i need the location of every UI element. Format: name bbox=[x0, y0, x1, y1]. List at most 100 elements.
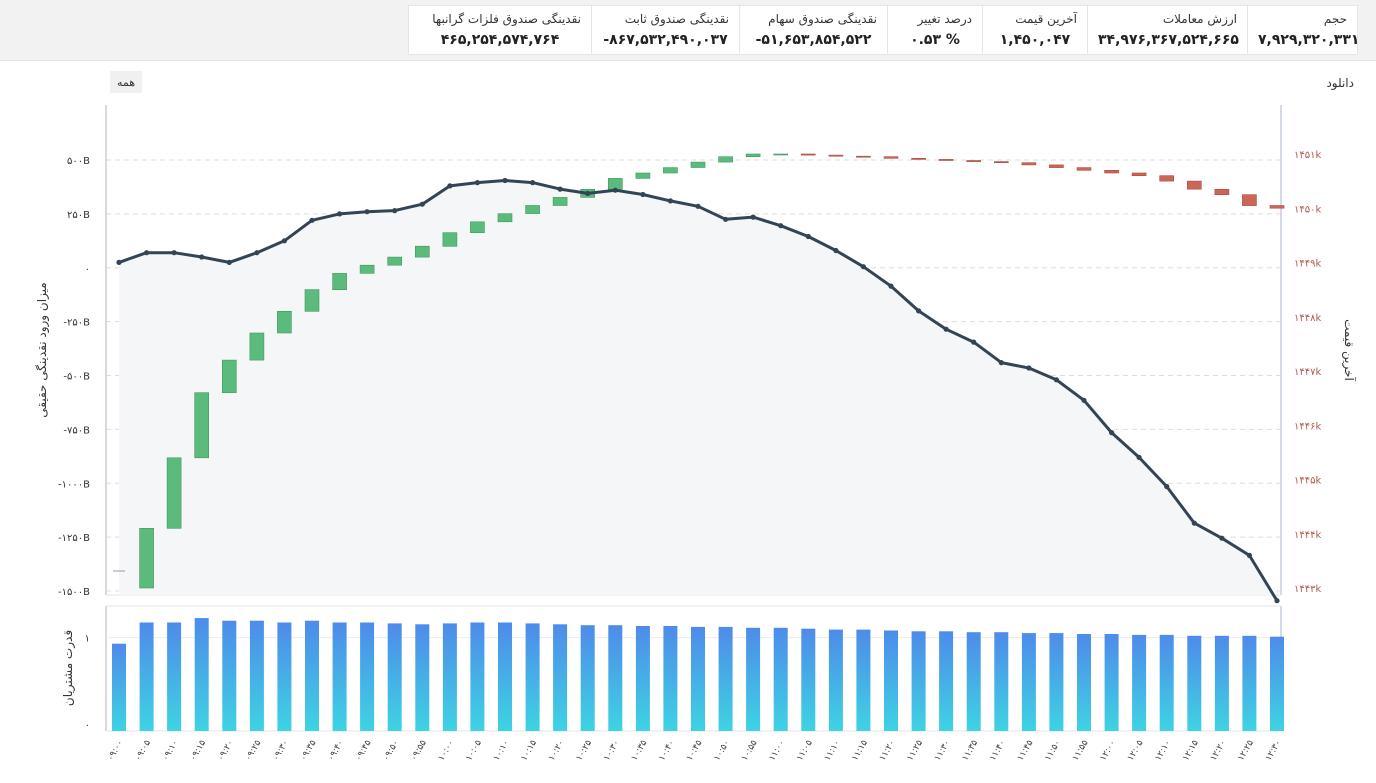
buyer-power-bar bbox=[387, 623, 402, 731]
buyer-power-bar bbox=[1187, 635, 1202, 731]
left-tick-label: ۵۰۰B bbox=[67, 156, 90, 167]
buyer-power-bar bbox=[911, 631, 926, 731]
bp-axis-title: قدرت مشتریان bbox=[61, 630, 76, 706]
buyer-power-bar bbox=[884, 630, 898, 731]
buyer-power-bar bbox=[608, 625, 623, 731]
x-tick-label: ۱۰:۰۰ bbox=[437, 739, 457, 763]
liquidity-point bbox=[971, 339, 977, 345]
x-tick-label: ۰۹:۴۰ bbox=[326, 739, 346, 763]
right-tick-label: ۱۴۴۵k bbox=[1294, 476, 1321, 487]
buyer-power-bar bbox=[249, 620, 264, 731]
stat-label: آخرین قیمت bbox=[1015, 12, 1077, 26]
left-tick-label: ۲۵۰B bbox=[67, 210, 90, 221]
x-tick-label: ۱۰:۱۵ bbox=[519, 738, 539, 763]
download-link[interactable]: دانلود bbox=[1326, 76, 1354, 90]
x-tick-label: ۱۲:۳۰ bbox=[1264, 739, 1284, 763]
buyer-power-bar bbox=[635, 626, 650, 731]
right-tick-label: ۱۴۴۹k bbox=[1294, 259, 1321, 270]
price-candle bbox=[1214, 189, 1230, 196]
stat-value: ۳۴,۹۷۶,۳۶۷,۵۲۴,۶۶۵ bbox=[1098, 32, 1239, 48]
price-candle bbox=[745, 153, 761, 158]
liquidity-point bbox=[502, 177, 508, 184]
buyer-power-bar bbox=[966, 632, 981, 731]
liquidity-point bbox=[1053, 377, 1059, 383]
liquidity-point bbox=[860, 264, 867, 270]
x-tick-label: ۱۰:۵۰ bbox=[712, 739, 732, 763]
x-tick-label: ۰۹:۲۵ bbox=[244, 738, 264, 763]
stat-value: -۸۶۷,۵۳۲,۴۹۰,۰۳۷ bbox=[603, 32, 728, 48]
x-tick-label: ۱۱:۳۵ bbox=[960, 738, 980, 763]
liquidity-point bbox=[281, 238, 287, 244]
x-tick-label: ۰۹:۴۵ bbox=[354, 738, 374, 763]
buyer-power-bar bbox=[1049, 633, 1064, 731]
x-tick-label: ۱۱:۵۰ bbox=[1043, 739, 1063, 763]
x-tick-label: ۱۰:۵۵ bbox=[740, 738, 760, 763]
liquidity-point bbox=[667, 198, 674, 204]
left-tick-label: -۵۰۰B bbox=[63, 372, 90, 383]
liquidity-area bbox=[119, 180, 1277, 601]
range-all-button[interactable]: همه bbox=[110, 71, 142, 93]
x-tick-label: ۱۲:۲۵ bbox=[1236, 738, 1256, 763]
liquidity-point bbox=[171, 250, 177, 256]
x-tick-label: ۱۰:۳۵ bbox=[630, 738, 650, 763]
price-candle bbox=[470, 221, 485, 234]
x-tick-label: ۰۹:۳۰ bbox=[271, 739, 291, 763]
price-candle bbox=[139, 527, 154, 589]
x-tick-label: ۱۱:۲۰ bbox=[878, 739, 898, 763]
buyer-power-bar bbox=[1270, 636, 1284, 731]
x-tick-label: ۰۹:۳۵ bbox=[299, 738, 319, 763]
buyer-power-bar bbox=[1077, 634, 1091, 731]
buyer-power-bar bbox=[305, 620, 319, 731]
price-candle bbox=[497, 213, 513, 223]
x-tick-label: ۱۰:۳۰ bbox=[602, 739, 622, 763]
liquidity-point bbox=[1274, 598, 1280, 604]
x-tick-label: ۱۱:۱۰ bbox=[823, 739, 843, 763]
liquidity-point bbox=[1081, 397, 1087, 403]
buyer-power-bar bbox=[360, 622, 375, 731]
stat-label: نقدینگی صندوق ثابت bbox=[624, 12, 729, 26]
stat-label: نقدینگی صندوق فلزات گرانبها bbox=[432, 12, 581, 26]
x-tick-label: ۱۰:۲۵ bbox=[574, 738, 594, 763]
buyer-power-bar bbox=[553, 624, 568, 731]
x-tick-label: ۰۹:۱۵ bbox=[188, 738, 208, 763]
stat-last-price: آخرین قیمت ۱,۴۵۰,۰۴۷ bbox=[982, 6, 1087, 54]
liquidity-point bbox=[943, 326, 949, 332]
price-candle bbox=[993, 161, 1009, 164]
liquidity-point bbox=[309, 217, 315, 223]
price-candle bbox=[332, 273, 347, 290]
left-tick-label: -۱۵۰۰B bbox=[58, 587, 90, 598]
x-tick-label: ۱۰:۱۰ bbox=[492, 739, 512, 763]
x-tick-label: ۰۹:۰۰ bbox=[106, 739, 126, 763]
x-tick-label: ۱۱:۰۵ bbox=[795, 738, 815, 763]
stat-fixed-fund-liquidity: نقدینگی صندوق ثابت -۸۶۷,۵۳۲,۴۹۰,۰۳۷ bbox=[591, 6, 739, 54]
price-candle bbox=[856, 155, 871, 158]
x-tick-label: ۰۹:۵۰ bbox=[381, 739, 401, 763]
price-candle bbox=[442, 232, 458, 247]
buyer-power-bar bbox=[332, 622, 347, 731]
right-tick-label: ۱۴۴۸k bbox=[1294, 313, 1321, 324]
left-tick-label: -۷۵۰B bbox=[63, 425, 90, 436]
liquidity-point bbox=[888, 283, 894, 289]
buyer-power-bar bbox=[1104, 634, 1119, 731]
price-candle bbox=[663, 167, 678, 174]
x-tick-label: ۱۱:۴۵ bbox=[1016, 738, 1036, 763]
x-tick-label: ۱۲:۰۰ bbox=[1098, 739, 1118, 763]
x-tick-label: ۱۱:۴۰ bbox=[988, 739, 1008, 763]
buyer-power-bar bbox=[1214, 635, 1229, 731]
price-candle bbox=[635, 172, 651, 179]
liquidity-point bbox=[337, 211, 343, 217]
buyer-power-bar bbox=[167, 622, 182, 731]
price-candle bbox=[690, 161, 706, 168]
buyer-power-bar bbox=[194, 618, 209, 731]
stat-value: ۴۶۵,۲۵۴,۵۷۴,۷۶۴ bbox=[440, 32, 560, 48]
right-tick-label: ۱۴۵۱k bbox=[1294, 150, 1321, 161]
buyer-power-bar bbox=[994, 632, 1009, 731]
price-candle bbox=[525, 205, 540, 214]
bp-tick-label: ۰ bbox=[85, 720, 90, 731]
x-tick-label: ۱۲:۲۰ bbox=[1209, 739, 1229, 763]
liquidity-point bbox=[144, 250, 150, 256]
stat-equity-fund-liquidity: نقدینگی صندوق سهام -۵۱,۶۵۳,۸۵۴,۵۲۲ bbox=[739, 6, 887, 54]
price-candle bbox=[387, 256, 403, 266]
price-candle bbox=[249, 332, 265, 361]
